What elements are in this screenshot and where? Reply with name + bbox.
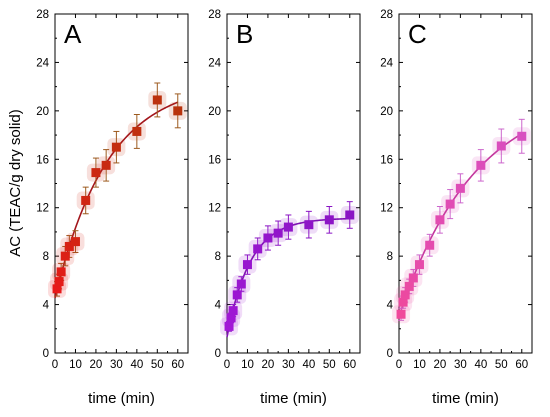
panel-b: 0 4 8 12 16 20 24 28 0 10 20 30 40 50 60 time (min) B: [208, 9, 361, 407]
y-tick-label-b: 20: [208, 106, 221, 118]
data-point-a: [81, 195, 91, 205]
y-tick-label-c: 20: [380, 106, 393, 118]
data-point-b: [236, 279, 246, 289]
y-tick-label-c: 0: [387, 348, 393, 360]
data-point-a: [60, 251, 70, 261]
data-point-c: [414, 260, 424, 270]
data-point-a: [64, 241, 74, 251]
data-point-b: [304, 220, 314, 230]
y-tick-label-c: 4: [387, 300, 394, 312]
y-tick-label-c: 24: [380, 57, 393, 69]
y-tick-label-b: 24: [208, 57, 221, 69]
y-tick-label-a: 28: [36, 9, 49, 21]
y-tick-label-c: 28: [380, 9, 393, 21]
x-axis-title-b: time (min): [260, 390, 327, 407]
data-point-c: [396, 309, 406, 319]
y-tick-label-a: 0: [43, 348, 49, 360]
data-point-c: [435, 215, 445, 225]
data-point-b: [283, 222, 293, 232]
x-tick-label-c: 40: [474, 359, 487, 371]
data-point-b: [224, 321, 234, 331]
data-point-b: [242, 260, 252, 270]
y-tick-label-b: 8: [215, 251, 221, 263]
y-tick-label-c: 12: [380, 203, 393, 215]
y-axis-title: AC (TEAC/g dry solid): [7, 109, 24, 257]
x-tick-label-c: 60: [515, 359, 528, 371]
data-point-a: [91, 168, 101, 178]
x-tick-label-a: 30: [110, 359, 123, 371]
data-point-a: [111, 142, 121, 152]
x-tick-label-b: 10: [241, 359, 254, 371]
data-point-a: [173, 106, 183, 116]
x-tick-label-b: 20: [262, 359, 275, 371]
y-tick-label-a: 20: [36, 106, 49, 118]
data-point-c: [476, 160, 486, 170]
panel-c: 0 4 8 12 16 20 24 28 0 10 20 30 40 50 60 time (min) C: [380, 9, 533, 407]
x-tick-label-c: 20: [434, 359, 447, 371]
data-point-c: [398, 297, 408, 307]
data-point-b: [324, 215, 334, 225]
y-tick-label-b: 28: [208, 9, 221, 21]
data-point-c: [517, 131, 527, 141]
x-axis-title-c: time (min): [432, 390, 499, 407]
y-tick-label-b: 12: [208, 203, 221, 215]
y-tick-label-c: 8: [387, 251, 393, 263]
y-tick-label-a: 24: [36, 57, 49, 69]
x-tick-label-a: 10: [69, 359, 82, 371]
panel-letter-b: B: [236, 19, 253, 49]
x-tick-label-a: 40: [130, 359, 143, 371]
y-tick-label-b: 4: [215, 300, 222, 312]
x-tick-label-a: 20: [90, 359, 103, 371]
x-tick-label-b: 30: [282, 359, 295, 371]
data-point-a: [132, 126, 142, 136]
data-point-b: [232, 290, 242, 300]
plot-frame-a: [54, 13, 189, 354]
x-tick-label-b: 50: [323, 359, 336, 371]
y-tick-label-a: 8: [43, 251, 49, 263]
y-tick-label-b: 16: [208, 154, 221, 166]
x-tick-label-c: 0: [396, 359, 402, 371]
data-point-a: [70, 237, 80, 247]
plot-frame-b: [226, 13, 361, 354]
y-tick-label-a: 12: [36, 203, 49, 215]
data-point-c: [404, 281, 414, 291]
x-tick-label-b: 60: [343, 359, 356, 371]
y-tick-label-c: 16: [380, 154, 393, 166]
panel-a: 0 4 8 12 16 20 24 28 0 10 20 30 40 50 60 time (min) A: [36, 9, 189, 407]
y-tick-label-a: 16: [36, 154, 49, 166]
data-point-b: [263, 233, 273, 243]
x-tick-label-c: 50: [495, 359, 508, 371]
x-tick-label-a: 60: [171, 359, 184, 371]
data-point-b: [273, 228, 283, 238]
x-tick-label-c: 10: [413, 359, 426, 371]
data-point-c: [496, 141, 506, 151]
data-point-c: [408, 273, 418, 283]
data-point-a: [52, 284, 62, 294]
data-point-c: [445, 199, 455, 209]
data-point-c: [425, 240, 435, 250]
data-point-b: [228, 306, 238, 316]
data-point-c: [400, 290, 410, 300]
data-point-a: [56, 267, 66, 277]
data-point-a: [54, 277, 64, 287]
data-point-b: [345, 210, 355, 220]
y-tick-label-b: 0: [215, 348, 221, 360]
data-point-a: [101, 160, 111, 170]
x-tick-label-c: 30: [454, 359, 467, 371]
x-tick-label-b: 40: [302, 359, 315, 371]
data-point-b: [226, 313, 236, 323]
data-point-b: [253, 244, 263, 254]
x-axis-title-a: time (min): [88, 390, 155, 407]
data-point-a: [152, 95, 162, 105]
panel-letter-a: A: [64, 19, 82, 49]
y-tick-label-a: 4: [43, 300, 50, 312]
x-tick-label-a: 50: [151, 359, 164, 371]
panel-letter-c: C: [408, 19, 427, 49]
data-point-c: [455, 183, 465, 193]
x-tick-label-a: 0: [52, 359, 58, 371]
x-tick-label-b: 0: [224, 359, 230, 371]
